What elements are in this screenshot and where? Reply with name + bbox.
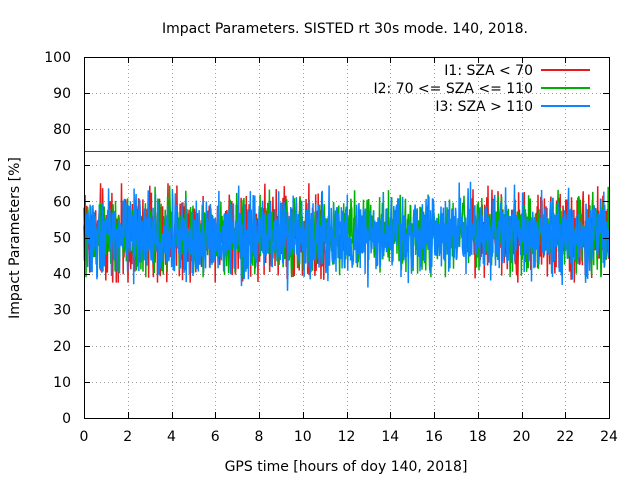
y-tick-label: 60 (53, 194, 71, 210)
y-tick-label: 30 (53, 303, 71, 319)
x-tick-label: 8 (255, 429, 264, 445)
y-tick-label: 90 (53, 86, 71, 102)
y-tick-label: 10 (53, 375, 71, 391)
x-tick-label: 24 (600, 429, 618, 445)
legend: I1: SZA < 70 I2: 70 <= SZA <= 110 I3: SZ… (373, 63, 590, 115)
x-axis-label: GPS time [hours of doy 140, 2018] (225, 459, 468, 475)
y-tick-label: 20 (53, 339, 71, 355)
x-tick-label: 16 (425, 429, 443, 445)
y-tick-label: 40 (53, 267, 71, 283)
x-tick-label: 22 (556, 429, 574, 445)
x-tick-label: 10 (294, 429, 312, 445)
series-line-i3 (83, 181, 610, 291)
x-tick-label: 18 (469, 429, 487, 445)
y-axis-label: Impact Parameters [%] (7, 157, 23, 319)
y-tick-label: 50 (53, 231, 71, 247)
axis-ticks: 0 2 4 6 8 10 12 14 16 18 20 22 240102030405060708090… (44, 50, 618, 445)
x-tick-label: 14 (381, 429, 399, 445)
x-tick-label: 2 (123, 429, 132, 445)
y-tick-label: 70 (53, 158, 71, 174)
y-tick-label: 0 (62, 411, 71, 427)
x-tick-label: 20 (513, 429, 531, 445)
legend-label-i1: I1: SZA < 70 (444, 63, 533, 79)
x-tick-label: 0 (80, 429, 89, 445)
series-layer (83, 181, 610, 291)
x-tick-label: 6 (211, 429, 220, 445)
chart-title: Impact Parameters. SISTED rt 30s mode. 1… (162, 21, 528, 37)
x-tick-label: 12 (338, 429, 356, 445)
x-tick-label: 4 (167, 429, 176, 445)
legend-label-i3: I3: SZA > 110 (435, 99, 533, 115)
y-tick-label: 80 (53, 122, 71, 138)
y-tick-label: 100 (44, 50, 71, 66)
legend-label-i2: I2: 70 <= SZA <= 110 (373, 81, 533, 97)
